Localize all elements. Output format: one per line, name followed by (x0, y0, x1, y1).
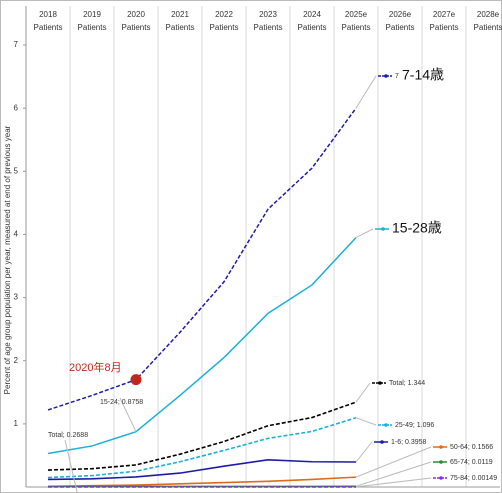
legend-marker (384, 74, 388, 78)
x-tick-suffix: Patients (210, 23, 239, 32)
legend-marker (378, 381, 382, 385)
x-tick-suffix: Patients (34, 23, 63, 32)
x-tick-label: 2020 (127, 10, 145, 19)
legend-marker (384, 423, 388, 427)
legend-marker (380, 440, 384, 444)
legend-label: 15-28歳 (392, 220, 442, 236)
annotation: Total; 0.2688 (48, 432, 88, 439)
y-tick-label: 3 (14, 293, 19, 302)
series-line (47, 107, 357, 411)
leader-line (355, 75, 377, 109)
y-tick-label: 5 (14, 166, 19, 175)
x-tick-label: 2025e (345, 10, 368, 19)
annotation: 15-24; 0.8758 (100, 399, 143, 406)
leader-line (355, 382, 371, 403)
x-tick-label: 2022 (215, 10, 233, 19)
x-tick-label: 2019 (83, 10, 101, 19)
leader-line (355, 461, 432, 487)
legend-marker (381, 227, 385, 231)
x-tick-suffix: Patients (474, 23, 502, 32)
x-tick-suffix: Patients (298, 23, 327, 32)
leader-line (355, 446, 432, 478)
x-tick-label: 2024 (303, 10, 321, 19)
x-tick-suffix: Patients (122, 23, 151, 32)
legend-marker (439, 445, 443, 449)
y-tick-label: 4 (14, 230, 19, 239)
x-tick-label: 2023 (259, 10, 277, 19)
x-tick-suffix: Patients (386, 23, 415, 32)
x-tick-label: 2027e (433, 10, 456, 19)
leader-line (64, 439, 78, 493)
y-tick-label: 6 (14, 103, 19, 112)
x-tick-label: 2021 (171, 10, 189, 19)
x-tick-suffix: Patients (78, 23, 107, 32)
data-label: Total; 1.344 (389, 380, 425, 387)
legend-marker (439, 460, 443, 464)
x-tick-suffix: Patients (166, 23, 195, 32)
x-tick-label: 2018 (39, 10, 57, 19)
legend-label: 7-14歳 (402, 67, 444, 83)
highlight-dot (130, 374, 142, 386)
leader-line (355, 441, 373, 463)
legend-prefix: 7 (395, 73, 399, 80)
y-axis-label: Percent of age group population per year… (3, 125, 12, 394)
leader-line (355, 477, 432, 488)
x-tick-suffix: Patients (430, 23, 459, 32)
series-line (47, 401, 357, 471)
data-label: 50-64; 0.1566 (450, 444, 493, 451)
x-tick-label: 2026e (389, 10, 412, 19)
series-line (47, 417, 357, 479)
x-tick-suffix: Patients (342, 23, 371, 32)
data-label: 75-84; 0.00149 (450, 475, 497, 482)
data-label: 25-49; 1.096 (395, 422, 434, 429)
series-line (47, 459, 357, 481)
leader-line (119, 397, 137, 432)
leader-line (355, 417, 377, 426)
y-tick-label: 1 (14, 419, 19, 428)
annotation: 2020年8月 (69, 360, 122, 374)
data-label: 65-74; 0.0119 (450, 459, 493, 466)
leader-line (355, 228, 374, 239)
x-tick-label: 2028e (477, 10, 500, 19)
legend-marker (439, 476, 443, 480)
x-tick-suffix: Patients (254, 23, 283, 32)
series-line (47, 237, 357, 455)
data-label: 1-6; 0.3958 (391, 439, 427, 446)
y-tick-label: 2 (14, 356, 19, 365)
y-tick-label: 7 (14, 40, 19, 49)
